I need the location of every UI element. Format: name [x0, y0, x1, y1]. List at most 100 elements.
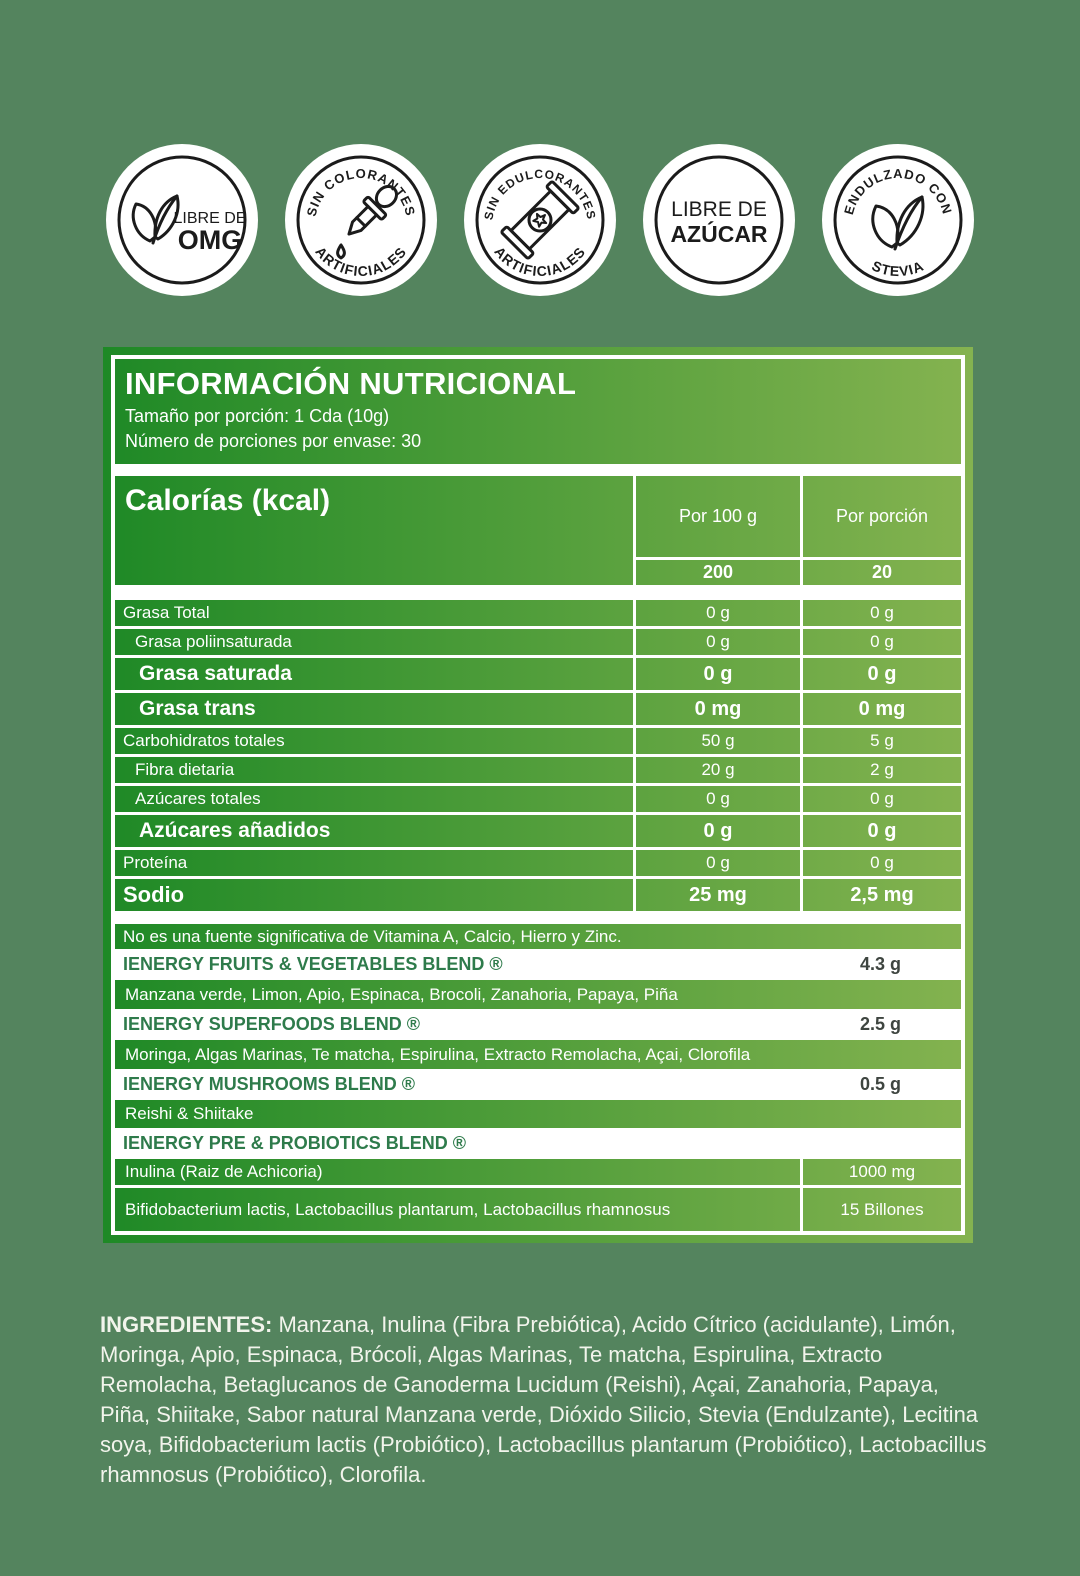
badge-text-line1: LIBRE DE [174, 210, 247, 227]
per-100g-value: 0 g [633, 658, 800, 690]
blend-title-row: IENERGY FRUITS & VEGETABLES BLEND ® 4.3 … [115, 949, 961, 980]
per-portion-value: 0 mg [800, 693, 961, 725]
blend-title: IENERGY MUSHROOMS BLEND ® [123, 1074, 415, 1094]
dropper-icon [336, 184, 399, 260]
badge-text-line2: AZÚCAR [670, 220, 767, 247]
badge-endulzado-con-stevia: ENDULZADO CON STEVIA [822, 144, 974, 296]
badge-ring [654, 155, 784, 285]
per-100g-value: 0 g [633, 850, 800, 876]
table-row: Sodio 25 mg 2,5 mg [115, 879, 961, 911]
badge-circle [643, 144, 795, 296]
badge-ring [833, 155, 963, 285]
per-portion-value: 0 g [800, 658, 961, 690]
per-portion-value: 0 g [800, 629, 961, 655]
per-100g-value: 0 g [633, 786, 800, 812]
calories-label: Calorías (kcal) [125, 484, 331, 517]
servings-per-container: Número de porciones por envase: 30 [125, 431, 422, 451]
badge-sin-colorantes: SIN COLORANTES ARTIFICIALES [285, 144, 437, 296]
ingredients-text: Manzana, Inulina (Fibra Prebiótica), Aci… [100, 1312, 987, 1487]
per-portion-value: 2,5 mg [800, 879, 961, 911]
sweetener-packet-icon [500, 180, 580, 260]
blend-amount: 0.5 g [859, 1074, 902, 1094]
badge-ring [117, 155, 247, 285]
blend-amount: 2.5 g [859, 1014, 902, 1034]
badge-arc-bottom: STEVIA [870, 257, 926, 279]
nutrition-panel-inner: INFORMACIÓN NUTRICIONAL Tamaño por porci… [111, 355, 965, 1235]
nutrient-label: Sodio [123, 882, 185, 907]
per-100g-value: 50 g [633, 728, 800, 754]
probiotic-label: Inulina (Raiz de Achicoria) [125, 1162, 323, 1181]
badge-text-line1: LIBRE DE [671, 198, 767, 221]
section-divider [115, 585, 961, 600]
nutrition-panel: INFORMACIÓN NUTRICIONAL Tamaño por porci… [103, 347, 973, 1243]
badge-circle [464, 144, 616, 296]
table-row: Proteína 0 g 0 g [115, 850, 961, 879]
badge-ring [296, 155, 426, 285]
calories-section: Calorías (kcal) Por 100 g Por porción 20… [115, 476, 961, 585]
blend-components: Reishi & Shiitake [125, 1104, 254, 1123]
blend-components: Moringa, Algas Marinas, Te matcha, Espir… [125, 1044, 751, 1064]
blend-title: IENERGY SUPERFOODS BLEND ® [123, 1014, 420, 1034]
nutrition-title: INFORMACIÓN NUTRICIONAL [125, 366, 577, 401]
per-100g-value: 0 g [633, 600, 800, 626]
probiotic-value: 15 Billones [800, 1188, 961, 1231]
nutrient-label: Grasa poliinsaturada [135, 632, 292, 651]
blend-title-row: IENERGY PRE & PROBIOTICS BLEND ® [115, 1128, 961, 1159]
per-portion-value: 0 g [800, 600, 961, 626]
calories-per-100g: 200 [633, 560, 800, 585]
nutrition-header: INFORMACIÓN NUTRICIONAL Tamaño por porci… [115, 359, 961, 464]
section-divider [115, 464, 961, 476]
badge-sin-edulcorantes: SIN EDULCORANTES ARTIFICIALES [464, 144, 616, 296]
per-portion-value: 0 g [800, 850, 961, 876]
badge-ring [475, 155, 605, 285]
badge-text-line2: OMG [178, 225, 243, 255]
nutrient-label: Azúcares añadidos [139, 819, 331, 842]
calories-per-portion: 20 [800, 560, 961, 585]
nutrient-label: Grasa trans [139, 697, 256, 720]
column-header-per-100g: Por 100 g [633, 476, 800, 560]
table-row: Azúcares añadidos 0 g 0 g [115, 815, 961, 850]
blend-components: Manzana verde, Limon, Apio, Espinaca, Br… [125, 984, 678, 1004]
table-row: Grasa saturada 0 g 0 g [115, 658, 961, 693]
serving-size: Tamaño por porción: 1 Cda (10g) [125, 406, 390, 426]
table-row: Grasa poliinsaturada 0 g 0 g [115, 629, 961, 658]
leaf-icon [871, 195, 925, 251]
leaf-icon [131, 194, 180, 245]
ingredients-paragraph: INGREDIENTES: Manzana, Inulina (Fibra Pr… [100, 1310, 992, 1490]
nutrient-label: Fibra dietaria [135, 760, 235, 779]
badge-circle [106, 144, 258, 296]
table-row: Grasa trans 0 mg 0 mg [115, 693, 961, 728]
blend-title: IENERGY PRE & PROBIOTICS BLEND ® [123, 1133, 466, 1153]
per-portion-value: 5 g [800, 728, 961, 754]
probiotic-label: Bifidobacterium lactis, Lactobacillus pl… [125, 1199, 671, 1219]
probiotic-value: 1000 mg [800, 1159, 961, 1185]
badge-circle [822, 144, 974, 296]
svg-text:STEVIA: STEVIA [870, 257, 927, 279]
per-100g-value: 0 g [633, 629, 800, 655]
nutrient-label: Grasa saturada [139, 662, 292, 685]
probiotic-row: Bifidobacterium lactis, Lactobacillus pl… [115, 1188, 961, 1231]
per-100g-value: 20 g [633, 757, 800, 783]
table-row: Fibra dietaria 20 g 2 g [115, 757, 961, 786]
per-100g-value: 0 g [633, 815, 800, 847]
per-portion-value: 0 g [800, 815, 961, 847]
badge-libre-de-omg: LIBRE DE OMG [106, 144, 258, 296]
per-100g-value: 25 mg [633, 879, 800, 911]
blend-title-row: IENERGY MUSHROOMS BLEND ® 0.5 g [115, 1069, 961, 1100]
per-portion-value: 2 g [800, 757, 961, 783]
nutrient-label: Grasa Total [123, 603, 210, 622]
blend-title: IENERGY FRUITS & VEGETABLES BLEND ® [123, 954, 503, 974]
table-row: Grasa Total 0 g 0 g [115, 600, 961, 629]
nutrient-label: Azúcares totales [135, 789, 261, 808]
per-portion-value: 0 g [800, 786, 961, 812]
badge-libre-de-azucar: LIBRE DE AZÚCAR [643, 144, 795, 296]
nutrient-label: Carbohidratos totales [123, 731, 285, 750]
blend-title-row: IENERGY SUPERFOODS BLEND ® 2.5 g [115, 1009, 961, 1040]
per-100g-value: 0 mg [633, 693, 800, 725]
nutrient-label: Proteína [123, 853, 188, 872]
table-row: Azúcares totales 0 g 0 g [115, 786, 961, 815]
significance-note: No es una fuente significativa de Vitami… [123, 926, 622, 946]
badges-row: LIBRE DE OMG SIN COLORANTES ARTIFICIALES [0, 144, 1080, 296]
column-header-per-portion: Por porción [800, 476, 961, 560]
